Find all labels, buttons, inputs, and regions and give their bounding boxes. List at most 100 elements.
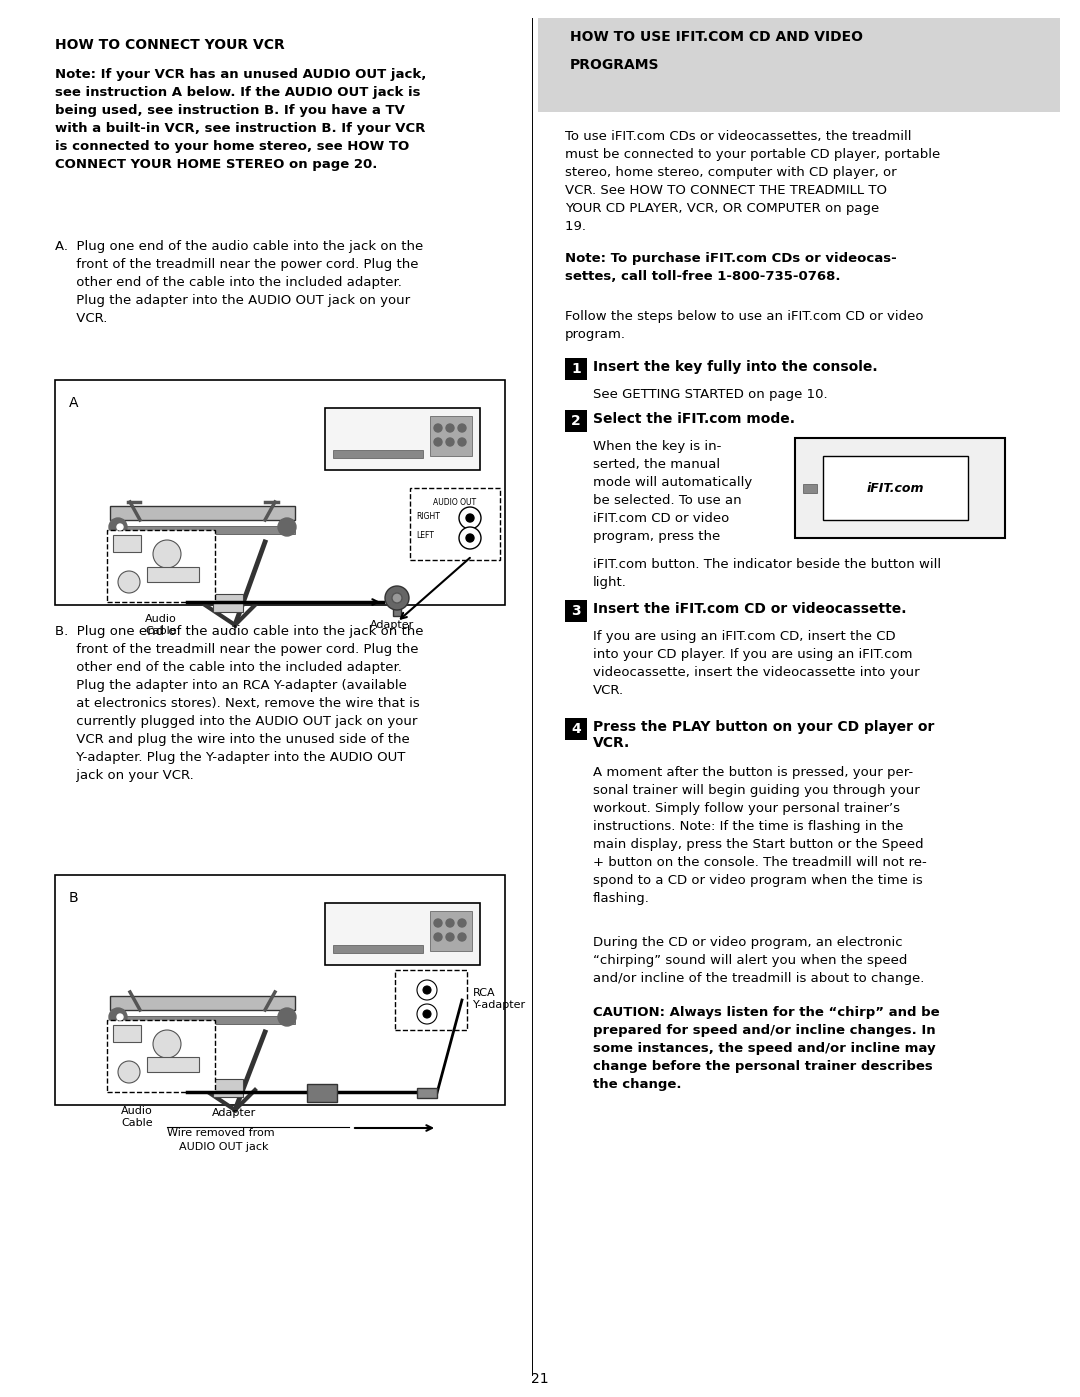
Bar [393, 588, 401, 616]
Text: Insert the key fully into the console.: Insert the key fully into the console. [593, 360, 878, 374]
Bar [110, 506, 295, 520]
Circle shape [434, 425, 442, 432]
Bar [333, 450, 423, 458]
Text: Note: If your VCR has an unused AUDIO OUT jack,
see instruction A below. If the : Note: If your VCR has an unused AUDIO OU… [55, 68, 427, 170]
Text: A moment after the button is pressed, your per-
sonal trainer will begin guiding: A moment after the button is pressed, yo… [593, 766, 927, 905]
Text: A.  Plug one end of the audio cable into the jack on the
     front of the tread: A. Plug one end of the audio cable into … [55, 240, 423, 326]
Bar [795, 439, 1005, 538]
Text: RCA
Y-adapter: RCA Y-adapter [473, 988, 526, 1010]
Bar [307, 1084, 337, 1102]
Text: AUDIO OUT jack: AUDIO OUT jack [179, 1141, 269, 1153]
Circle shape [434, 439, 442, 446]
Circle shape [423, 1010, 431, 1018]
Bar [395, 970, 467, 1030]
Text: Insert the iFIT.com CD or videocassette.: Insert the iFIT.com CD or videocassette. [593, 602, 906, 616]
Text: B: B [69, 891, 79, 905]
Bar [804, 483, 816, 493]
Circle shape [153, 1030, 181, 1058]
Circle shape [392, 592, 402, 604]
Circle shape [384, 585, 409, 610]
Text: 1: 1 [571, 362, 581, 376]
Bar [823, 455, 968, 520]
Circle shape [118, 1060, 140, 1083]
Bar [55, 380, 505, 605]
Text: RIGHT: RIGHT [416, 511, 440, 521]
Circle shape [458, 933, 465, 942]
Text: If you are using an iFIT.com CD, insert the CD
into your CD player. If you are u: If you are using an iFIT.com CD, insert … [593, 630, 920, 697]
Circle shape [117, 1014, 123, 1020]
Text: 2: 2 [571, 414, 581, 427]
Bar [325, 408, 480, 469]
Bar [110, 527, 295, 534]
Text: Adapter: Adapter [212, 1108, 256, 1118]
Circle shape [434, 933, 442, 942]
Bar [107, 1020, 215, 1092]
Text: See GETTING STARTED on page 10.: See GETTING STARTED on page 10. [593, 388, 827, 401]
Text: VCR.: VCR. [593, 736, 631, 750]
Bar [333, 944, 423, 953]
Circle shape [465, 534, 474, 542]
Bar [430, 911, 472, 951]
Bar [565, 409, 588, 432]
Text: Audio
Cable: Audio Cable [145, 615, 177, 637]
Bar [565, 358, 588, 380]
Circle shape [446, 425, 454, 432]
Bar [410, 488, 500, 560]
Text: iFIT.com button. The indicator beside the button will
light.: iFIT.com button. The indicator beside th… [593, 557, 941, 590]
Circle shape [458, 919, 465, 928]
Circle shape [423, 986, 431, 995]
Bar [113, 1025, 141, 1042]
Text: Follow the steps below to use an iFIT.com CD or video
program.: Follow the steps below to use an iFIT.co… [565, 310, 923, 341]
Circle shape [434, 919, 442, 928]
Circle shape [446, 919, 454, 928]
Text: To use iFIT.com CDs or videocassettes, the treadmill
must be connected to your p: To use iFIT.com CDs or videocassettes, t… [565, 130, 941, 233]
Circle shape [459, 527, 481, 549]
Bar [55, 875, 505, 1105]
Bar [565, 599, 588, 622]
Text: Wire removed from: Wire removed from [167, 1127, 274, 1139]
Text: Select the iFIT.com mode.: Select the iFIT.com mode. [593, 412, 795, 426]
Text: B.  Plug one end of the audio cable into the jack on the
     front of the tread: B. Plug one end of the audio cable into … [55, 624, 423, 782]
Circle shape [446, 933, 454, 942]
Circle shape [153, 541, 181, 569]
Circle shape [278, 1009, 296, 1025]
Bar [430, 416, 472, 455]
Text: A: A [69, 395, 79, 409]
Circle shape [417, 1004, 437, 1024]
Text: PROGRAMS: PROGRAMS [570, 59, 660, 73]
Bar [213, 594, 243, 612]
Text: 21: 21 [531, 1372, 549, 1386]
Text: 4: 4 [571, 722, 581, 736]
Bar [147, 1058, 199, 1071]
Circle shape [109, 518, 127, 536]
Circle shape [446, 439, 454, 446]
Bar [113, 535, 141, 552]
Bar [538, 18, 1059, 112]
Text: When the key is in-
serted, the manual
mode will automatically
be selected. To u: When the key is in- serted, the manual m… [593, 440, 753, 543]
Circle shape [458, 439, 465, 446]
Bar [417, 1088, 437, 1098]
Circle shape [109, 1009, 127, 1025]
Text: Audio
Cable: Audio Cable [121, 1106, 153, 1129]
Circle shape [459, 507, 481, 529]
Circle shape [417, 981, 437, 1000]
Bar [325, 902, 480, 965]
Text: iFIT.com: iFIT.com [867, 482, 924, 495]
Text: AUDIO OUT: AUDIO OUT [433, 497, 476, 507]
Text: HOW TO USE IFIT.COM CD AND VIDEO: HOW TO USE IFIT.COM CD AND VIDEO [570, 29, 863, 43]
Circle shape [458, 425, 465, 432]
Text: CAUTION: Always listen for the “chirp” and be
prepared for speed and/or incline : CAUTION: Always listen for the “chirp” a… [593, 1006, 940, 1091]
Circle shape [118, 571, 140, 592]
Text: Press the PLAY button on your CD player or: Press the PLAY button on your CD player … [593, 719, 934, 733]
Text: Adapter: Adapter [370, 620, 415, 630]
Text: During the CD or video program, an electronic
“chirping” sound will alert you wh: During the CD or video program, an elect… [593, 936, 924, 985]
Bar [147, 567, 199, 583]
Bar [110, 996, 295, 1010]
Text: 3: 3 [571, 604, 581, 617]
Text: HOW TO CONNECT YOUR VCR: HOW TO CONNECT YOUR VCR [55, 38, 285, 52]
Text: Note: To purchase iFIT.com CDs or videocas-
settes, call toll-free 1-800-735-076: Note: To purchase iFIT.com CDs or videoc… [565, 251, 896, 284]
Circle shape [465, 514, 474, 522]
Bar [213, 1078, 243, 1097]
Bar [110, 1016, 295, 1024]
Text: LEFT: LEFT [416, 531, 434, 541]
